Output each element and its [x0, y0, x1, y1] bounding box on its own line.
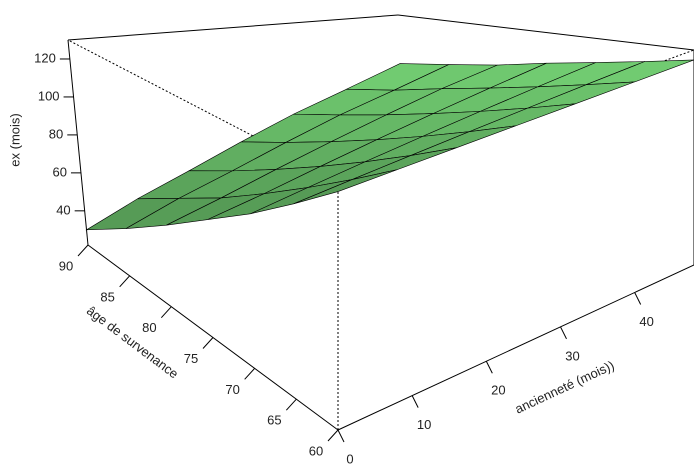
y-tick [285, 398, 297, 411]
x-tick-label: 40 [639, 314, 653, 329]
x-tick-label: 20 [491, 383, 505, 398]
y-tick-label: 60 [309, 443, 323, 458]
x-tick [411, 395, 419, 408]
z-axis-label: ex (mois) [7, 113, 22, 166]
box-edge [67, 14, 399, 41]
y-tick [244, 367, 256, 380]
z-tick-label: 120 [34, 50, 56, 65]
y-tick-label: 65 [267, 413, 281, 428]
x-tick-label: 10 [417, 417, 431, 432]
x-tick [337, 429, 345, 443]
box-edge [67, 39, 89, 246]
y-tick-label: 80 [142, 320, 156, 335]
z-tick-label: 80 [49, 126, 63, 141]
y-tick [327, 429, 339, 442]
x-axis-label: ancienneté (mois)) [513, 357, 617, 416]
x-tick [634, 292, 642, 305]
y-tick [119, 275, 131, 288]
surface-facet [293, 169, 398, 205]
x-tick [560, 326, 567, 340]
x-tick-label: 30 [565, 348, 579, 363]
y-tick [160, 306, 172, 319]
y-tick-label: 90 [59, 258, 73, 273]
z-tick-label: 40 [56, 202, 70, 217]
y-tick-label: 70 [225, 382, 239, 397]
y-tick [77, 244, 89, 257]
x-tick [485, 361, 493, 374]
y-tick-label: 85 [100, 289, 114, 304]
y-tick-label: 75 [184, 351, 198, 366]
box-edge [397, 14, 694, 51]
z-tick-label: 100 [38, 88, 60, 103]
y-tick [202, 337, 214, 349]
x-tick-label: 0 [346, 451, 353, 466]
y-axis-label: âge de survenance [84, 303, 181, 382]
box-edge [67, 39, 339, 181]
z-tick-label: 60 [52, 164, 66, 179]
